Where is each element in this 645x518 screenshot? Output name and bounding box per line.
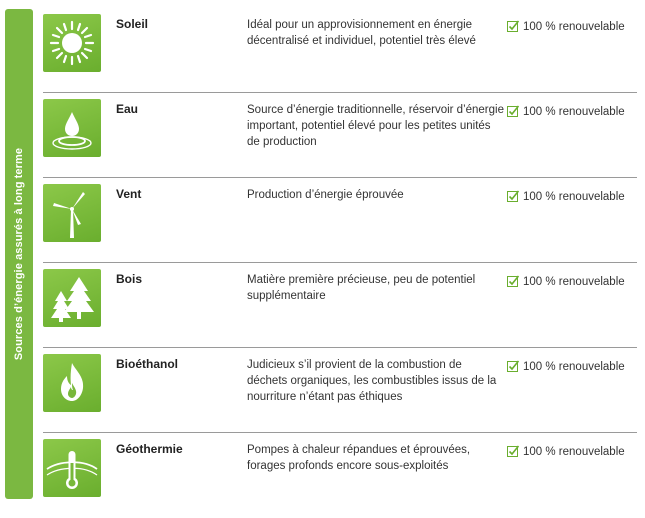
row-description: Matière première précieuse, peu de poten… [247,274,476,302]
renewable-status: 100 % renouvelable [507,190,625,203]
row-name: Soleil [116,17,149,31]
flame-icon [43,354,101,412]
row-name: Bioéthanol [116,357,178,371]
row-name: Bois [116,272,143,286]
row-divider [43,92,637,93]
table-row: Soleil Idéal pour un approvisionnement e… [43,8,637,93]
side-banner: Sources d’énergie assurés à long terme [5,9,33,499]
wind-turbine-icon [43,184,101,242]
status-text: 100 % renouvelable [523,20,625,33]
renewable-status: 100 % renouvelable [507,20,625,33]
status-text: 100 % renouvelable [523,275,625,288]
thermometer-icon [43,439,101,497]
row-name: Vent [116,187,142,201]
table-row: Eau Source d’énergie traditionnelle, rés… [43,93,637,178]
row-description: Source d’énergie traditionnelle, réservo… [247,104,504,148]
table-row: Bois Matière première précieuse, peu de … [43,263,637,348]
checkbox-checked-icon [507,105,520,117]
sun-icon [43,14,101,72]
checkbox-checked-icon [507,360,520,372]
table-row: Géothermie Pompes à chaleur répandues et… [43,433,637,518]
row-divider [43,262,637,263]
renewable-status: 100 % renouvelable [507,275,625,288]
checkbox-checked-icon [507,20,520,32]
row-description: Pompes à chaleur répandues et éprouvées,… [247,444,471,472]
table-row: Vent Production d’énergie éprouvée 100 %… [43,178,637,263]
status-text: 100 % renouvelable [523,445,625,458]
water-drop-icon [43,99,101,157]
trees-icon [43,269,101,327]
row-description: Idéal pour un approvisionnement en énerg… [247,19,476,47]
row-divider [43,177,637,178]
row-description: Production d’énergie éprouvée [247,189,404,201]
renewable-status: 100 % renouvelable [507,445,625,458]
checkbox-checked-icon [507,190,520,202]
renewable-status: 100 % renouvelable [507,105,625,118]
row-description: Judicieux s’il provient de la combustion… [247,359,497,403]
checkbox-checked-icon [507,445,520,457]
row-divider [43,432,637,433]
row-divider [43,347,637,348]
table-row: Bioéthanol Judicieux s’il provient de la… [43,348,637,433]
row-name: Géothermie [116,442,183,456]
renewable-status: 100 % renouvelable [507,360,625,373]
row-name: Eau [116,102,139,116]
checkbox-checked-icon [507,275,520,287]
status-text: 100 % renouvelable [523,105,625,118]
status-text: 100 % renouvelable [523,360,625,373]
status-text: 100 % renouvelable [523,190,625,203]
side-banner-label: Sources d’énergie assurés à long terme [13,147,25,361]
